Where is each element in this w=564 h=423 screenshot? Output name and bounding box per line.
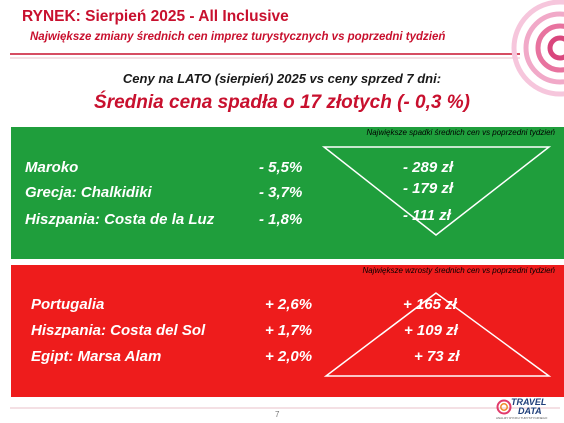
logo-line2: DATA (518, 406, 542, 416)
percent-change: - 5,5% (259, 159, 303, 176)
amount-change: - 111 zł (403, 207, 451, 224)
logo-globe-icon (496, 399, 512, 415)
page-number: 7 (275, 410, 280, 419)
percent-change: + 1,7% (265, 322, 313, 339)
page-title: RYNEK: Sierpień 2025 - All Inclusive (22, 8, 289, 25)
amount-change: - 289 zł (403, 159, 454, 176)
percent-change: + 2,0% (265, 348, 313, 365)
destination-name: Hiszpania: Costa del Sol (31, 322, 206, 339)
destination-name: Maroko (25, 159, 79, 176)
increase-row: Egipt: Marsa Alam + 2,0% + 73 zł (11, 348, 564, 370)
decreases-note: Największe spadki średnich cen vs poprze… (366, 128, 555, 137)
up-triangle-outline (323, 292, 552, 377)
increases-panel: Największe wzrosty średnich cen vs poprz… (11, 265, 564, 397)
travel-data-logo: TRAVEL DATA ANALIZY RYNKU TURYSTYCZNEGO (496, 397, 560, 421)
amount-change: + 165 zł (403, 296, 457, 313)
decrease-row: Hiszpania: Costa de la Luz - 1,8% - 111 … (11, 207, 564, 233)
increases-note: Największe wzrosty średnich cen vs poprz… (362, 266, 555, 275)
destination-name: Hiszpania: Costa de la Luz (25, 211, 215, 228)
logo-line1: TRAVEL (511, 397, 547, 407)
percent-change: - 3,7% (259, 184, 303, 201)
summary-headline: Średnia cena spadła o 17 złotych (- 0,3 … (94, 92, 470, 113)
decrease-row: Maroko - 5,5% - 289 zł (11, 159, 564, 181)
concentric-rings-graphic (511, 0, 564, 97)
page-subtitle: Największe zmiany średnich cen imprez tu… (30, 31, 446, 43)
summary-question: Ceny na LATO (sierpień) 2025 vs ceny spr… (122, 71, 442, 86)
decreases-panel: Największe spadki średnich cen vs poprze… (11, 127, 564, 259)
amount-change: + 73 zł (414, 348, 460, 365)
decrease-row: Grecja: Chalkidiki - 3,7% - 179 zł (11, 180, 564, 206)
percent-change: + 2,6% (265, 296, 313, 313)
increase-row: Portugalia + 2,6% + 165 zł (11, 296, 564, 318)
amount-change: - 179 zł (403, 180, 454, 197)
percent-change: - 1,8% (259, 211, 303, 228)
destination-name: Grecja: Chalkidiki (25, 184, 152, 201)
amount-change: + 109 zł (404, 322, 458, 339)
destination-name: Portugalia (31, 296, 105, 313)
down-triangle-outline (321, 146, 552, 236)
increase-row: Hiszpania: Costa del Sol + 1,7% + 109 zł (11, 322, 564, 344)
destination-name: Egipt: Marsa Alam (31, 348, 162, 365)
logo-tagline: ANALIZY RYNKU TURYSTYCZNEGO (496, 416, 548, 420)
